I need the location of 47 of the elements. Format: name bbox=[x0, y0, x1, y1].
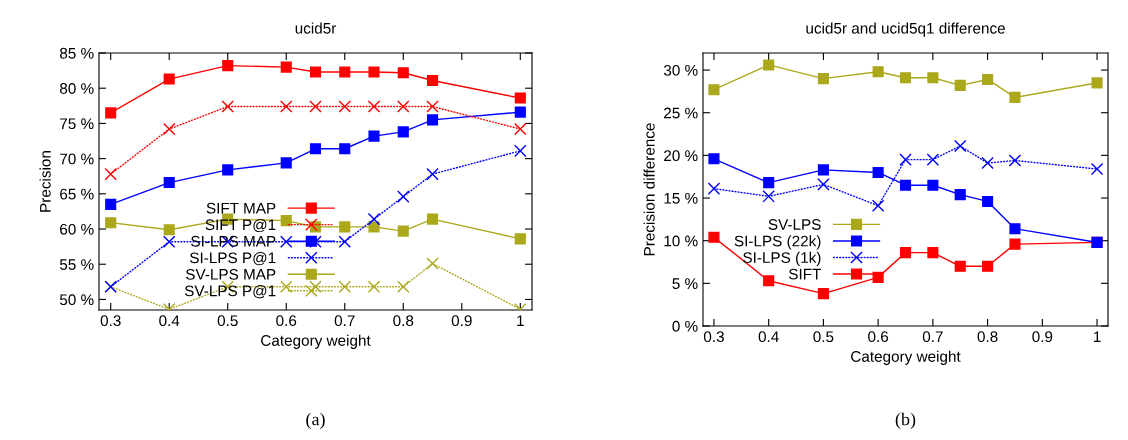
y-tick-label: 85 % bbox=[59, 47, 94, 59]
y-tick-label: 0 % bbox=[672, 320, 698, 332]
legend-label: SI-LPS (22k) bbox=[734, 235, 821, 250]
legend-label: SIFT MAP bbox=[206, 202, 276, 214]
x-tick-label: 0.7 bbox=[334, 315, 355, 327]
x-tick-label: 0.8 bbox=[977, 331, 998, 343]
x-axis-title: Category weight bbox=[851, 350, 961, 365]
x-tick-label: 0.4 bbox=[758, 331, 779, 343]
x-tick-label: 0.5 bbox=[217, 315, 238, 327]
y-tick-label: 15 % bbox=[664, 192, 698, 204]
x-tick-label: 1 bbox=[1093, 331, 1101, 342]
legend-label: SI-LPS P@1 bbox=[190, 252, 276, 266]
legend-label: SV-LPS MAP bbox=[185, 268, 276, 280]
text: (a) bbox=[306, 412, 325, 429]
y-tick-label: 70 % bbox=[60, 153, 94, 165]
y-axis-title: Precision difference bbox=[643, 123, 655, 256]
x-tick-label: 1 bbox=[517, 315, 524, 326]
x-tick-label: 0.6 bbox=[868, 331, 889, 343]
x-tick-label: 0.9 bbox=[1032, 331, 1053, 343]
y-tick-label: 80 % bbox=[59, 83, 94, 94]
x-tick-label: 0.4 bbox=[159, 315, 180, 327]
y-tick-label: 75 % bbox=[60, 118, 94, 130]
y-tick-label: 60 % bbox=[60, 223, 94, 235]
legend-label: SV-LPS bbox=[768, 219, 821, 230]
y-tick-label: 10 % bbox=[664, 235, 698, 247]
legend-label: SIFT bbox=[788, 268, 822, 280]
chart-title: ucid5r bbox=[295, 22, 337, 34]
legend-label: SI-LPS (1k) bbox=[743, 251, 821, 266]
text: (b) bbox=[895, 412, 916, 429]
x-tick-label: 0.9 bbox=[451, 315, 472, 327]
y-tick-label: 65 % bbox=[60, 188, 94, 200]
x-tick-label: 0.3 bbox=[100, 315, 121, 327]
y-tick-label: 20 % bbox=[664, 150, 698, 162]
x-axis-title: Category weight bbox=[261, 334, 371, 349]
y-tick-label: 5 % bbox=[672, 278, 698, 290]
y-tick-label: 25 % bbox=[664, 107, 698, 119]
y-axis-title: Precision bbox=[39, 151, 51, 212]
y-tick-label: 30 % bbox=[663, 64, 698, 76]
chart-title: ucid5r and ucid5q1 difference bbox=[806, 22, 1005, 37]
x-tick-label: 0.7 bbox=[922, 331, 943, 343]
y-tick-label: 55 % bbox=[59, 259, 94, 270]
y-tick-label: 50 % bbox=[59, 294, 94, 306]
x-tick-label: 0.8 bbox=[393, 315, 414, 327]
legend-label: SIFT P@1 bbox=[205, 218, 276, 233]
x-tick-label: 0.6 bbox=[276, 315, 297, 327]
x-tick-label: 0.3 bbox=[703, 331, 724, 343]
x-tick-label: 0.5 bbox=[813, 331, 834, 343]
